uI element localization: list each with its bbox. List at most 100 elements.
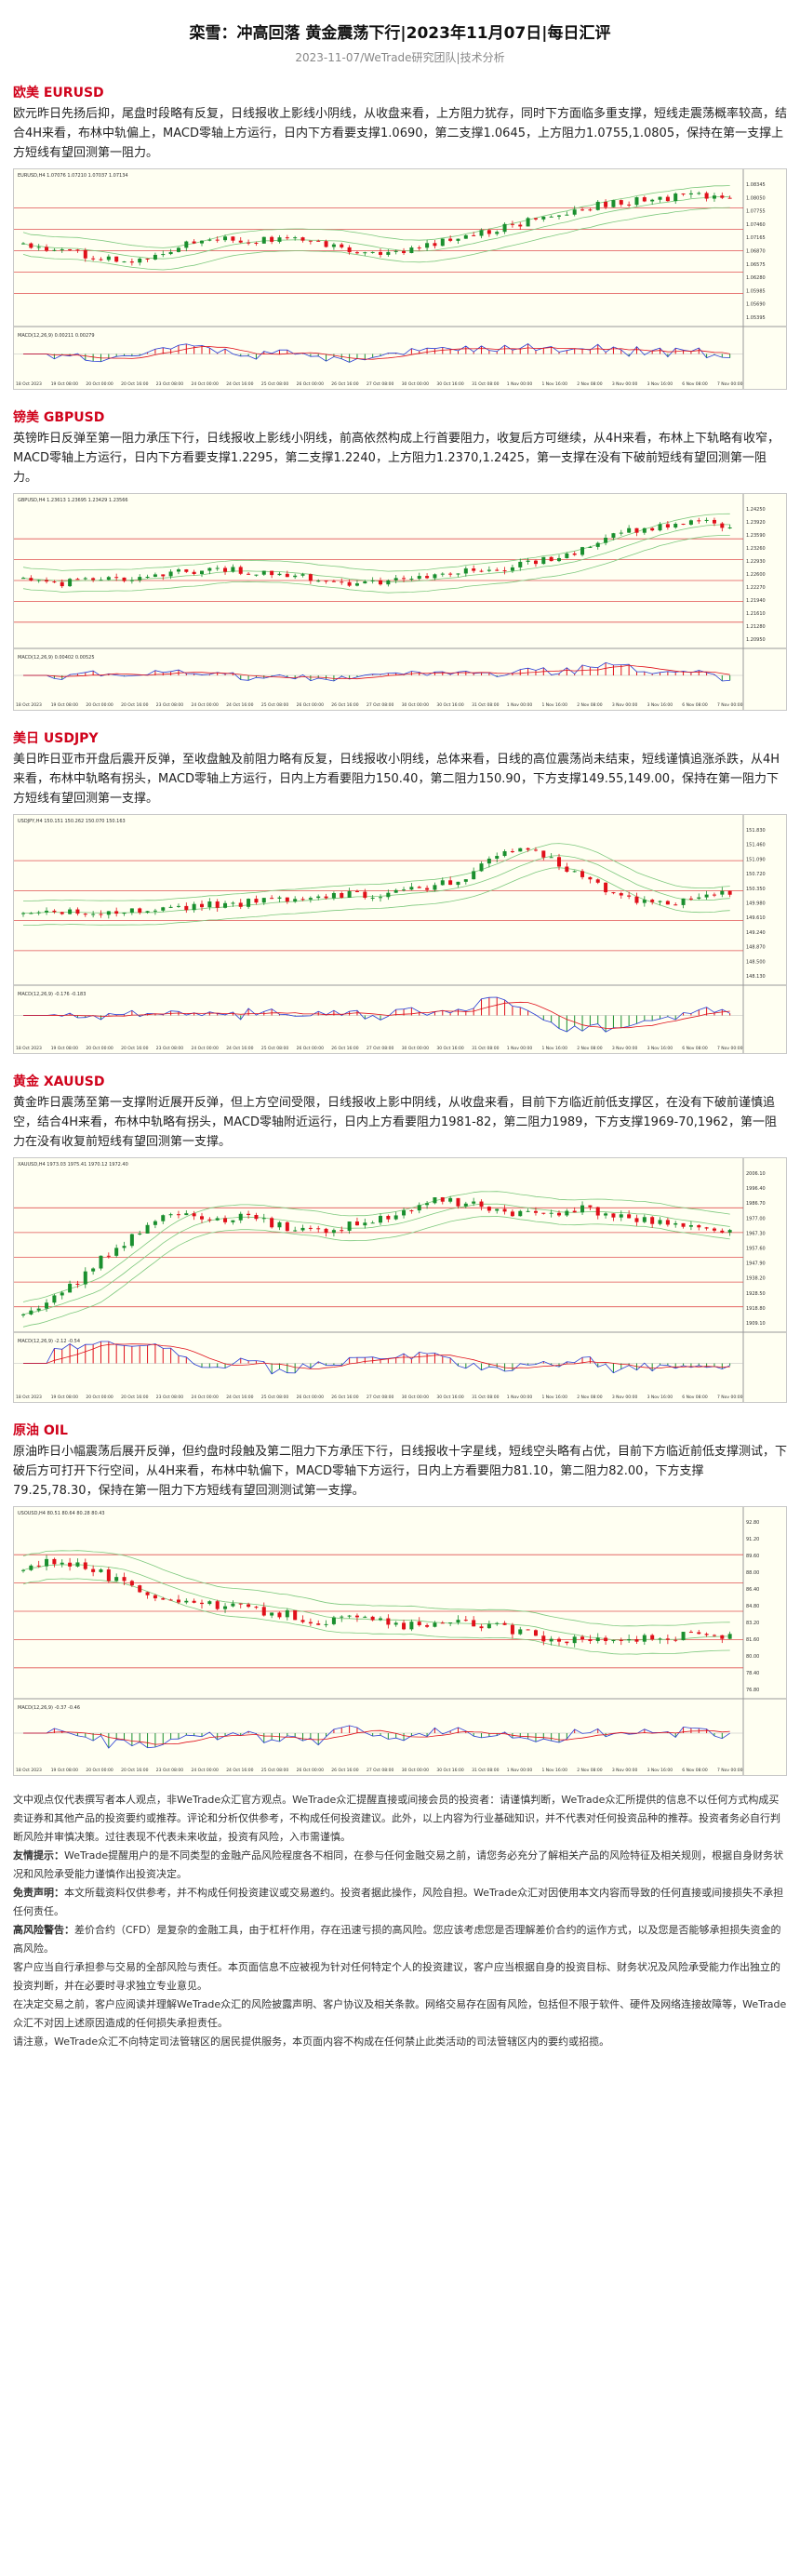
section-title: 美日 USDJPY	[13, 731, 99, 746]
price-axis-label: 1.23260	[746, 546, 766, 552]
price-axis-label: 1.23590	[746, 533, 766, 539]
section-analysis-text: 美日昨日亚市开盘后震开反弹，至收盘触及前阻力略有反复，日线报收小阴线，总体来看，…	[13, 753, 780, 806]
price-chart-image: USOUSD,H4 80.51 80.64 80.28 80.43 MACD(12…	[13, 1506, 787, 1776]
price-axis-label: 80.00	[746, 1654, 759, 1660]
price-axis-label: 2006.10	[746, 1171, 766, 1177]
time-axis-label: 18 Oct 2023	[16, 1768, 42, 1773]
price-axis-label: 1.24250	[746, 507, 766, 513]
price-axis-label: 1.06280	[746, 275, 766, 281]
price-axis-label: 1947.90	[746, 1261, 766, 1267]
time-axis-label: 30 Oct 00:00	[402, 1046, 429, 1051]
price-chart-image: GBPUSD,H4 1.23613 1.23695 1.23429 1.2356…	[13, 493, 787, 711]
time-axis-label: 24 Oct 00:00	[192, 1046, 219, 1051]
time-axis-label: 7 Nov 00:00	[717, 702, 743, 708]
price-axis-label: 1.22600	[746, 572, 766, 578]
time-axis-label: 19 Oct 08:00	[51, 1395, 78, 1400]
time-axis-label: 25 Oct 08:00	[261, 1768, 288, 1773]
time-axis-label: 23 Oct 08:00	[156, 381, 183, 387]
section-5: 原油 OIL 原油昨日小幅震荡后展开反弹，但约盘时段触及第二阻力下方承压下行，日线…	[13, 1421, 787, 1776]
time-axis-label: 20 Oct 00:00	[86, 702, 113, 708]
time-axis-label: 24 Oct 00:00	[192, 1768, 219, 1773]
time-axis-label: 20 Oct 16:00	[121, 702, 148, 708]
price-axis-label: 1.07755	[746, 209, 766, 215]
price-axis-label: 86.40	[746, 1587, 759, 1593]
section-4: 黄金 XAUUSD 黄金昨日震荡至第一支撑附近展开反弹，但上方空间受限，日线报收上…	[13, 1073, 787, 1403]
time-axis-label: 3 Nov 16:00	[647, 702, 673, 708]
time-axis-label: 1 Nov 16:00	[542, 381, 568, 387]
time-axis-label: 23 Oct 08:00	[156, 1395, 183, 1400]
time-axis-label: 1 Nov 00:00	[507, 1768, 533, 1773]
time-axis-label: 25 Oct 08:00	[261, 381, 288, 387]
section-analysis-text: 原油昨日小幅震荡后展开反弹，但约盘时段触及第二阻力下方承压下行，日线报收十字星线…	[13, 1445, 788, 1498]
time-axis-label: 7 Nov 00:00	[717, 381, 743, 387]
disclaimer-paragraph: 文中观点仅代表撰写者本人观点，非WeTrade众汇官方观点。WeTrade众汇提…	[13, 1791, 787, 1847]
section-analysis-text: 黄金昨日震荡至第一支撑附近展开反弹，但上方空间受限，日线报收上影中阴线，从收盘来…	[13, 1096, 777, 1149]
section-analysis-text: 欧元昨日先扬后抑，尾盘时段略有反复，日线报收上影线小阴线，从收盘来看，上方阻力犹…	[13, 107, 788, 160]
time-axis-label: 20 Oct 16:00	[121, 1768, 148, 1773]
time-axis-label: 26 Oct 16:00	[331, 381, 358, 387]
time-axis-label: 3 Nov 00:00	[612, 702, 638, 708]
time-axis-label: 3 Nov 16:00	[647, 381, 673, 387]
time-axis-label: 18 Oct 2023	[16, 1395, 42, 1400]
price-axis-label: 78.40	[746, 1671, 759, 1676]
time-axis-label: 25 Oct 08:00	[261, 702, 288, 708]
time-axis-label: 20 Oct 16:00	[121, 1046, 148, 1051]
price-axis-label: 1909.10	[746, 1321, 766, 1327]
time-axis-label: 7 Nov 00:00	[717, 1395, 743, 1400]
time-axis-label: 2 Nov 08:00	[577, 381, 603, 387]
disclaimer-text: 客户应当自行承担参与交易的全部风险与责任。本页面信息不应被视为针对任何特定个人的…	[13, 1961, 780, 1992]
time-axis-label: 30 Oct 16:00	[436, 381, 463, 387]
candlestick-chart: EURUSD,H4 1.07076 1.07210 1.07037 1.0713…	[14, 169, 786, 389]
price-axis-label: 148.870	[746, 945, 766, 951]
time-axis-label: 18 Oct 2023	[16, 702, 42, 708]
price-axis-label: 150.350	[746, 887, 766, 892]
time-axis-label: 23 Oct 08:00	[156, 702, 183, 708]
time-axis-label: 20 Oct 16:00	[121, 1395, 148, 1400]
analysis-sections: 欧美 EURUSD 欧元昨日先扬后抑，尾盘时段略有反复，日线报收上影线小阴线，从收…	[13, 84, 787, 1776]
time-axis-label: 31 Oct 08:00	[472, 1395, 499, 1400]
price-axis-label: 1.21280	[746, 624, 766, 630]
price-axis-label: 81.60	[746, 1637, 759, 1643]
time-axis-label: 24 Oct 00:00	[192, 381, 219, 387]
time-axis-label: 26 Oct 16:00	[331, 1768, 358, 1773]
price-axis-label: 1986.70	[746, 1201, 766, 1207]
time-axis-label: 1 Nov 00:00	[507, 702, 533, 708]
macd-label: MACD(12,26,9) -0.37 -0.46	[18, 1705, 80, 1711]
price-chart-image: XAUUSD,H4 1973.03 1975.41 1970.12 1972.4…	[13, 1157, 787, 1403]
price-axis-label: 1.06575	[746, 262, 766, 268]
time-axis-label: 24 Oct 16:00	[226, 1768, 253, 1773]
article-title: 栾雪：冲高回落 黄金震荡下行|2023年11月07日|每日汇评	[189, 24, 611, 43]
time-axis-label: 31 Oct 08:00	[472, 702, 499, 708]
time-axis-label: 26 Oct 00:00	[297, 1768, 324, 1773]
price-axis-label: 1.21940	[746, 598, 766, 604]
price-axis-label: 1938.20	[746, 1276, 766, 1282]
candlestick-chart: GBPUSD,H4 1.23613 1.23695 1.23429 1.2356…	[14, 494, 786, 710]
time-axis-label: 23 Oct 08:00	[156, 1768, 183, 1773]
section-title: 黄金 XAUUSD	[13, 1074, 105, 1089]
price-axis-label: 1.08345	[746, 182, 766, 188]
price-axis-label: 149.240	[746, 930, 766, 936]
chart-symbol-label: EURUSD,H4 1.07076 1.07210 1.07037 1.0713…	[18, 173, 128, 179]
price-axis-label: 148.130	[746, 974, 766, 980]
price-axis-label: 151.090	[746, 857, 766, 862]
time-axis-label: 27 Oct 08:00	[367, 1046, 393, 1051]
chart-symbol-label: XAUUSD,H4 1973.03 1975.41 1970.12 1972.4…	[18, 1162, 128, 1168]
time-axis-label: 2 Nov 08:00	[577, 1395, 603, 1400]
disclaimer-text: WeTrade提醒用户的是不同类型的金融产品风险程度各不相同，在参与任何金融交易…	[13, 1849, 784, 1880]
price-axis-label: 1.23920	[746, 520, 766, 526]
disclaimer-paragraph: 在决定交易之前，客户应阅读并理解WeTrade众汇的风险披露声明、客户协议及相关…	[13, 1995, 787, 2033]
disclaimer-text: 请注意，WeTrade众汇不向特定司法管辖区的居民提供服务，本页面内容不构成在任…	[13, 2035, 610, 2048]
disclaimer-text: 文中观点仅代表撰写者本人观点，非WeTrade众汇官方观点。WeTrade众汇提…	[13, 1794, 780, 1843]
time-axis-label: 26 Oct 00:00	[297, 1046, 324, 1051]
price-axis-label: 149.610	[746, 915, 766, 921]
chart-symbol-label: USOUSD,H4 80.51 80.64 80.28 80.43	[18, 1511, 105, 1516]
time-axis-label: 1 Nov 00:00	[507, 1046, 533, 1051]
macd-label: MACD(12,26,9) 0.00211 0.00279	[18, 333, 95, 339]
section-2: 镑美 GBPUSD 英镑昨日反弹至第一阻力承压下行，日线报收上影线小阴线，前高依然…	[13, 408, 787, 711]
time-axis-label: 7 Nov 00:00	[717, 1046, 743, 1051]
time-axis-label: 2 Nov 08:00	[577, 1768, 603, 1773]
price-axis-label: 1918.80	[746, 1306, 766, 1312]
time-axis-label: 20 Oct 00:00	[86, 1046, 113, 1051]
time-axis-label: 25 Oct 08:00	[261, 1395, 288, 1400]
time-axis-label: 30 Oct 00:00	[402, 1395, 429, 1400]
